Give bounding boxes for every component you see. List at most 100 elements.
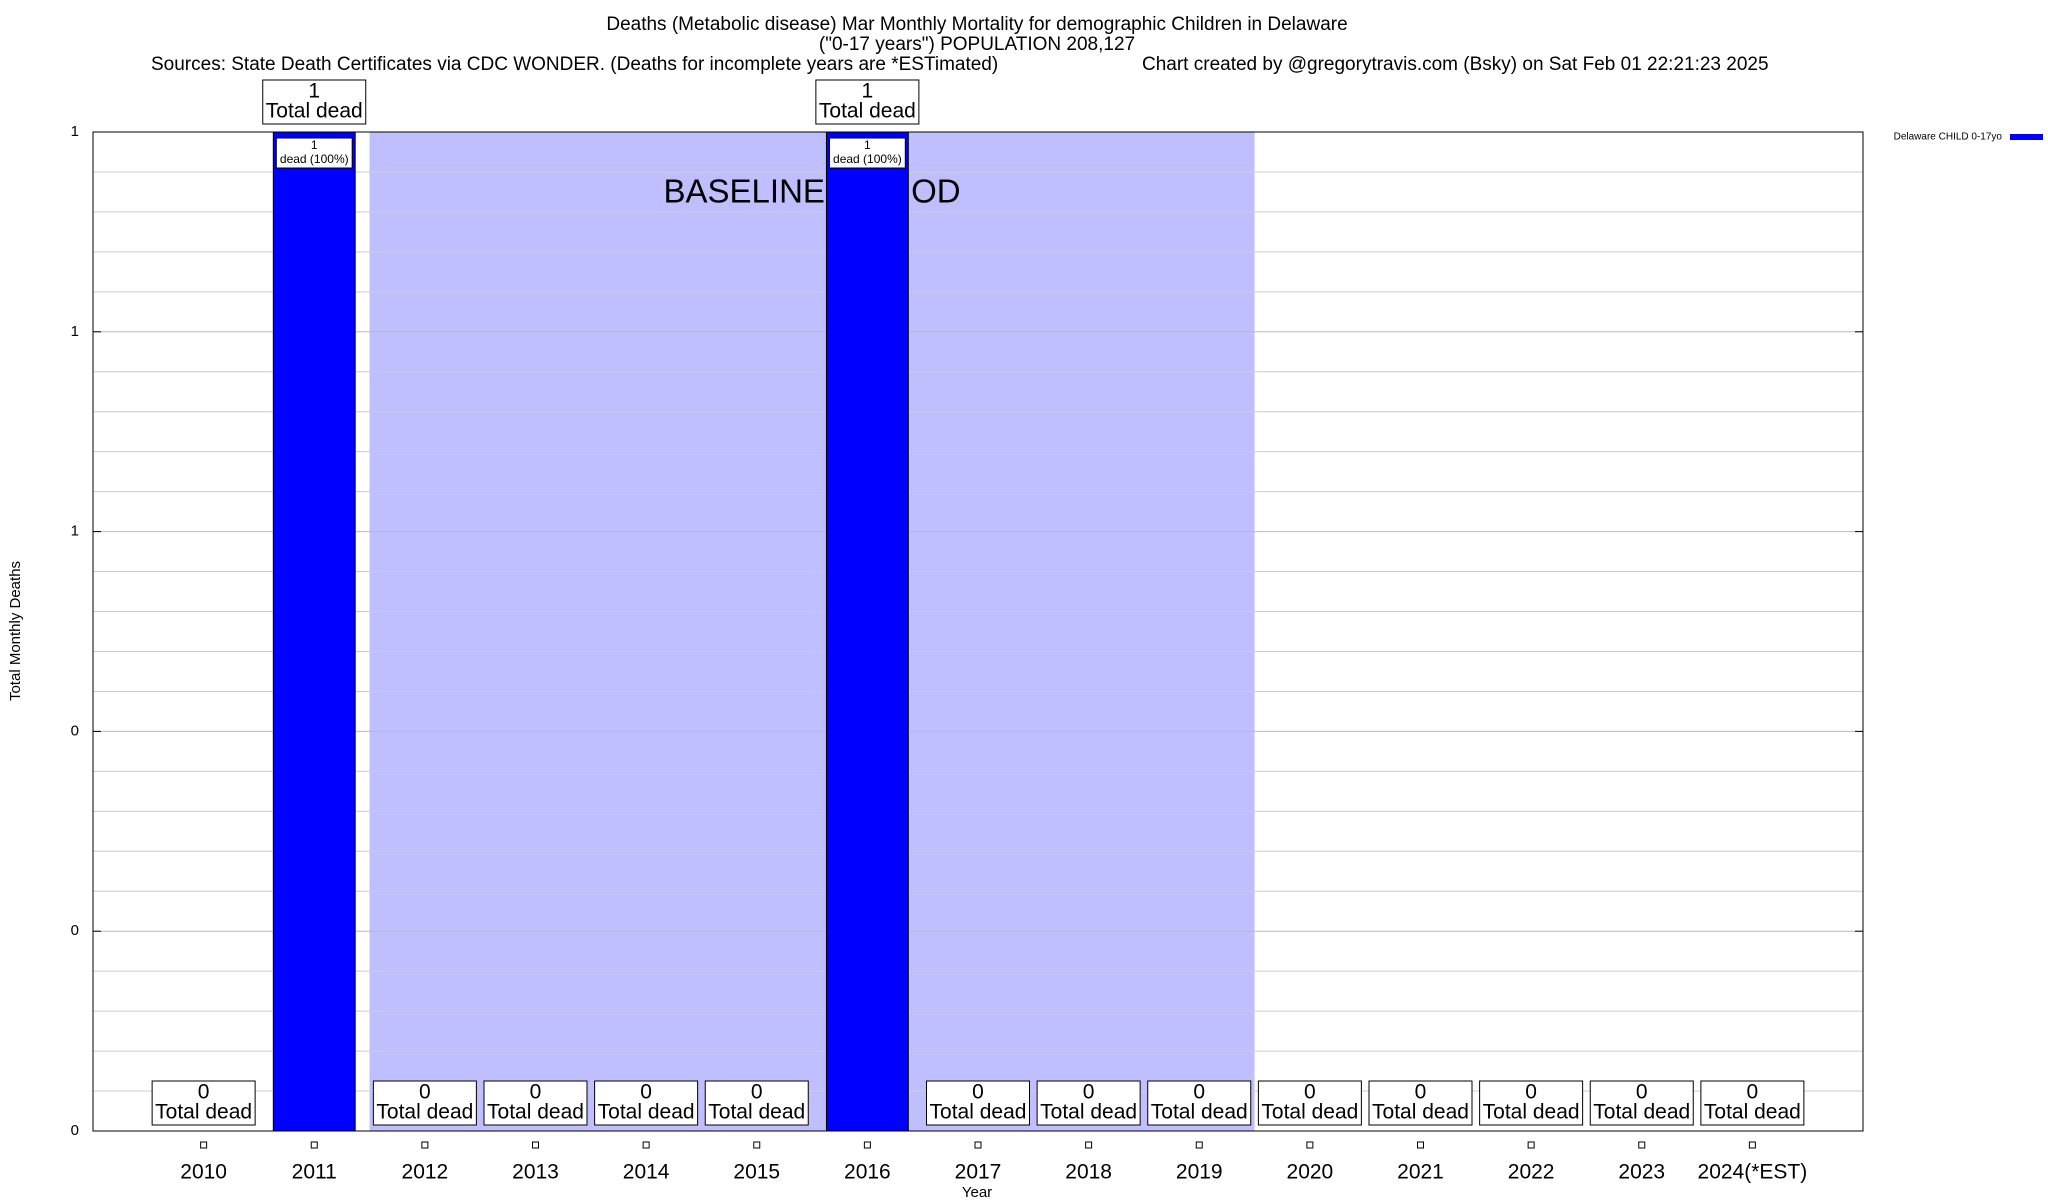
value-label-text: Total dead (930, 1101, 1027, 1124)
bar (272, 131, 356, 1132)
value-label-box (1589, 1080, 1694, 1126)
value-label-text: Total dead (1483, 1101, 1580, 1124)
x-tick-label: 2021 (1397, 1161, 1444, 1184)
x-tick (1085, 1141, 1093, 1149)
x-axis-label: Year (962, 1184, 992, 1200)
x-tick (1638, 1141, 1646, 1149)
value-label-text: Total dead (708, 1101, 805, 1124)
x-tick-label: 2023 (1618, 1161, 1665, 1184)
x-tick (1417, 1141, 1424, 1149)
credit: Chart created by @gregorytravis.com (Bsk… (1142, 54, 1769, 75)
value-label-box (1479, 1080, 1584, 1126)
inner-label: dead (100%) (833, 152, 902, 166)
value-label-text: Total dead (1261, 1101, 1358, 1124)
x-tick-label: 2015 (733, 1161, 780, 1184)
x-tick (200, 1141, 208, 1149)
value-label-box (1700, 1080, 1805, 1126)
value-label: 0 (1747, 1081, 1759, 1104)
inner-label-box (828, 137, 906, 169)
x-tick-label: 2012 (402, 1161, 449, 1184)
chart-title: Deaths (Metabolic disease) Mar Monthly M… (606, 14, 1347, 35)
y-tick-label: 1 (71, 323, 79, 340)
y-tick-label: 0 (71, 1122, 79, 1139)
value-label-text: Total dead (598, 1101, 695, 1124)
x-tick (642, 1141, 650, 1149)
x-tick (532, 1141, 539, 1149)
value-label: 1 (308, 80, 320, 103)
baseline-label: BASELINE PERIOD (664, 173, 961, 210)
value-label-text: Total dead (819, 100, 916, 123)
inner-label-box (275, 137, 353, 169)
x-tick-label: 2022 (1508, 1161, 1555, 1184)
value-label: 0 (751, 1081, 763, 1104)
x-tick (974, 1141, 982, 1149)
x-tick (1748, 1141, 1756, 1149)
value-label-box (704, 1080, 809, 1126)
x-tick-label: 2010 (180, 1161, 227, 1184)
x-tick-label: 2013 (512, 1161, 559, 1184)
value-label-box (1036, 1080, 1141, 1126)
x-tick-label: 2014 (623, 1161, 670, 1184)
value-label-text: Total dead (1040, 1101, 1137, 1124)
baseline-period (369, 132, 1255, 1131)
x-tick-label: 2024(*EST) (1698, 1161, 1808, 1184)
value-label: 0 (530, 1081, 542, 1104)
value-label-text: Total dead (376, 1101, 473, 1124)
inner-label-value: 1 (311, 138, 318, 152)
sources: Sources: State Death Certificates via CD… (151, 54, 998, 75)
value-label-box (151, 1080, 256, 1126)
y-tick-label: 0 (71, 922, 79, 939)
x-tick-label: 2011 (292, 1161, 337, 1184)
value-label-box (262, 79, 367, 125)
plot-frame (92, 131, 1864, 1132)
value-label: 0 (1525, 1081, 1537, 1104)
value-label: 0 (1193, 1081, 1205, 1104)
value-label-box (483, 1080, 588, 1126)
x-tick (421, 1141, 429, 1149)
y-tick-label: 1 (71, 123, 79, 140)
value-label-box (1147, 1080, 1252, 1126)
value-label-box (1257, 1080, 1362, 1126)
value-label-box (1368, 1080, 1473, 1126)
value-label: 0 (198, 1081, 210, 1104)
chart-subtitle: ("0-17 years") POPULATION 208,127 (819, 34, 1135, 55)
x-tick (863, 1141, 871, 1149)
x-tick (1306, 1141, 1314, 1149)
value-label-box (926, 1080, 1030, 1126)
y-axis-label: Total Monthly Deaths (7, 561, 24, 701)
x-tick-label: 2017 (955, 1161, 1002, 1184)
value-label: 0 (1415, 1081, 1427, 1104)
x-tick-label: 2016 (844, 1161, 891, 1184)
value-label: 0 (640, 1081, 652, 1104)
x-tick (310, 1141, 318, 1149)
value-label: 0 (972, 1081, 984, 1104)
value-label: 0 (1636, 1081, 1648, 1104)
value-label-text: Total dead (1372, 1101, 1469, 1124)
value-label-text: Total dead (155, 1101, 252, 1124)
value-label-box (815, 79, 920, 125)
y-tick-label: 1 (71, 523, 79, 540)
legend-swatch (2010, 134, 2043, 140)
value-label-text: Total dead (487, 1101, 584, 1124)
value-label: 0 (1304, 1081, 1316, 1104)
value-label: 0 (1083, 1081, 1095, 1104)
legend-label: Delaware CHILD 0-17yo (1894, 132, 2003, 143)
value-label-box (594, 1080, 699, 1126)
value-label-text: Total dead (266, 100, 363, 123)
bar (825, 131, 909, 1132)
value-label-text: Total dead (1704, 1101, 1801, 1124)
value-label: 0 (419, 1081, 431, 1104)
x-tick (1195, 1141, 1203, 1149)
x-tick-label: 2020 (1287, 1161, 1334, 1184)
y-tick-label: 0 (71, 722, 79, 739)
x-tick-label: 2018 (1065, 1161, 1112, 1184)
x-tick (1527, 1141, 1535, 1149)
x-tick-label: 2019 (1176, 1161, 1223, 1184)
value-label-box (372, 1080, 477, 1126)
inner-label: dead (100%) (280, 152, 349, 166)
value-label-text: Total dead (1593, 1101, 1690, 1124)
value-label: 1 (862, 80, 874, 103)
inner-label-value: 1 (864, 138, 871, 152)
value-label-text: Total dead (1151, 1101, 1248, 1124)
